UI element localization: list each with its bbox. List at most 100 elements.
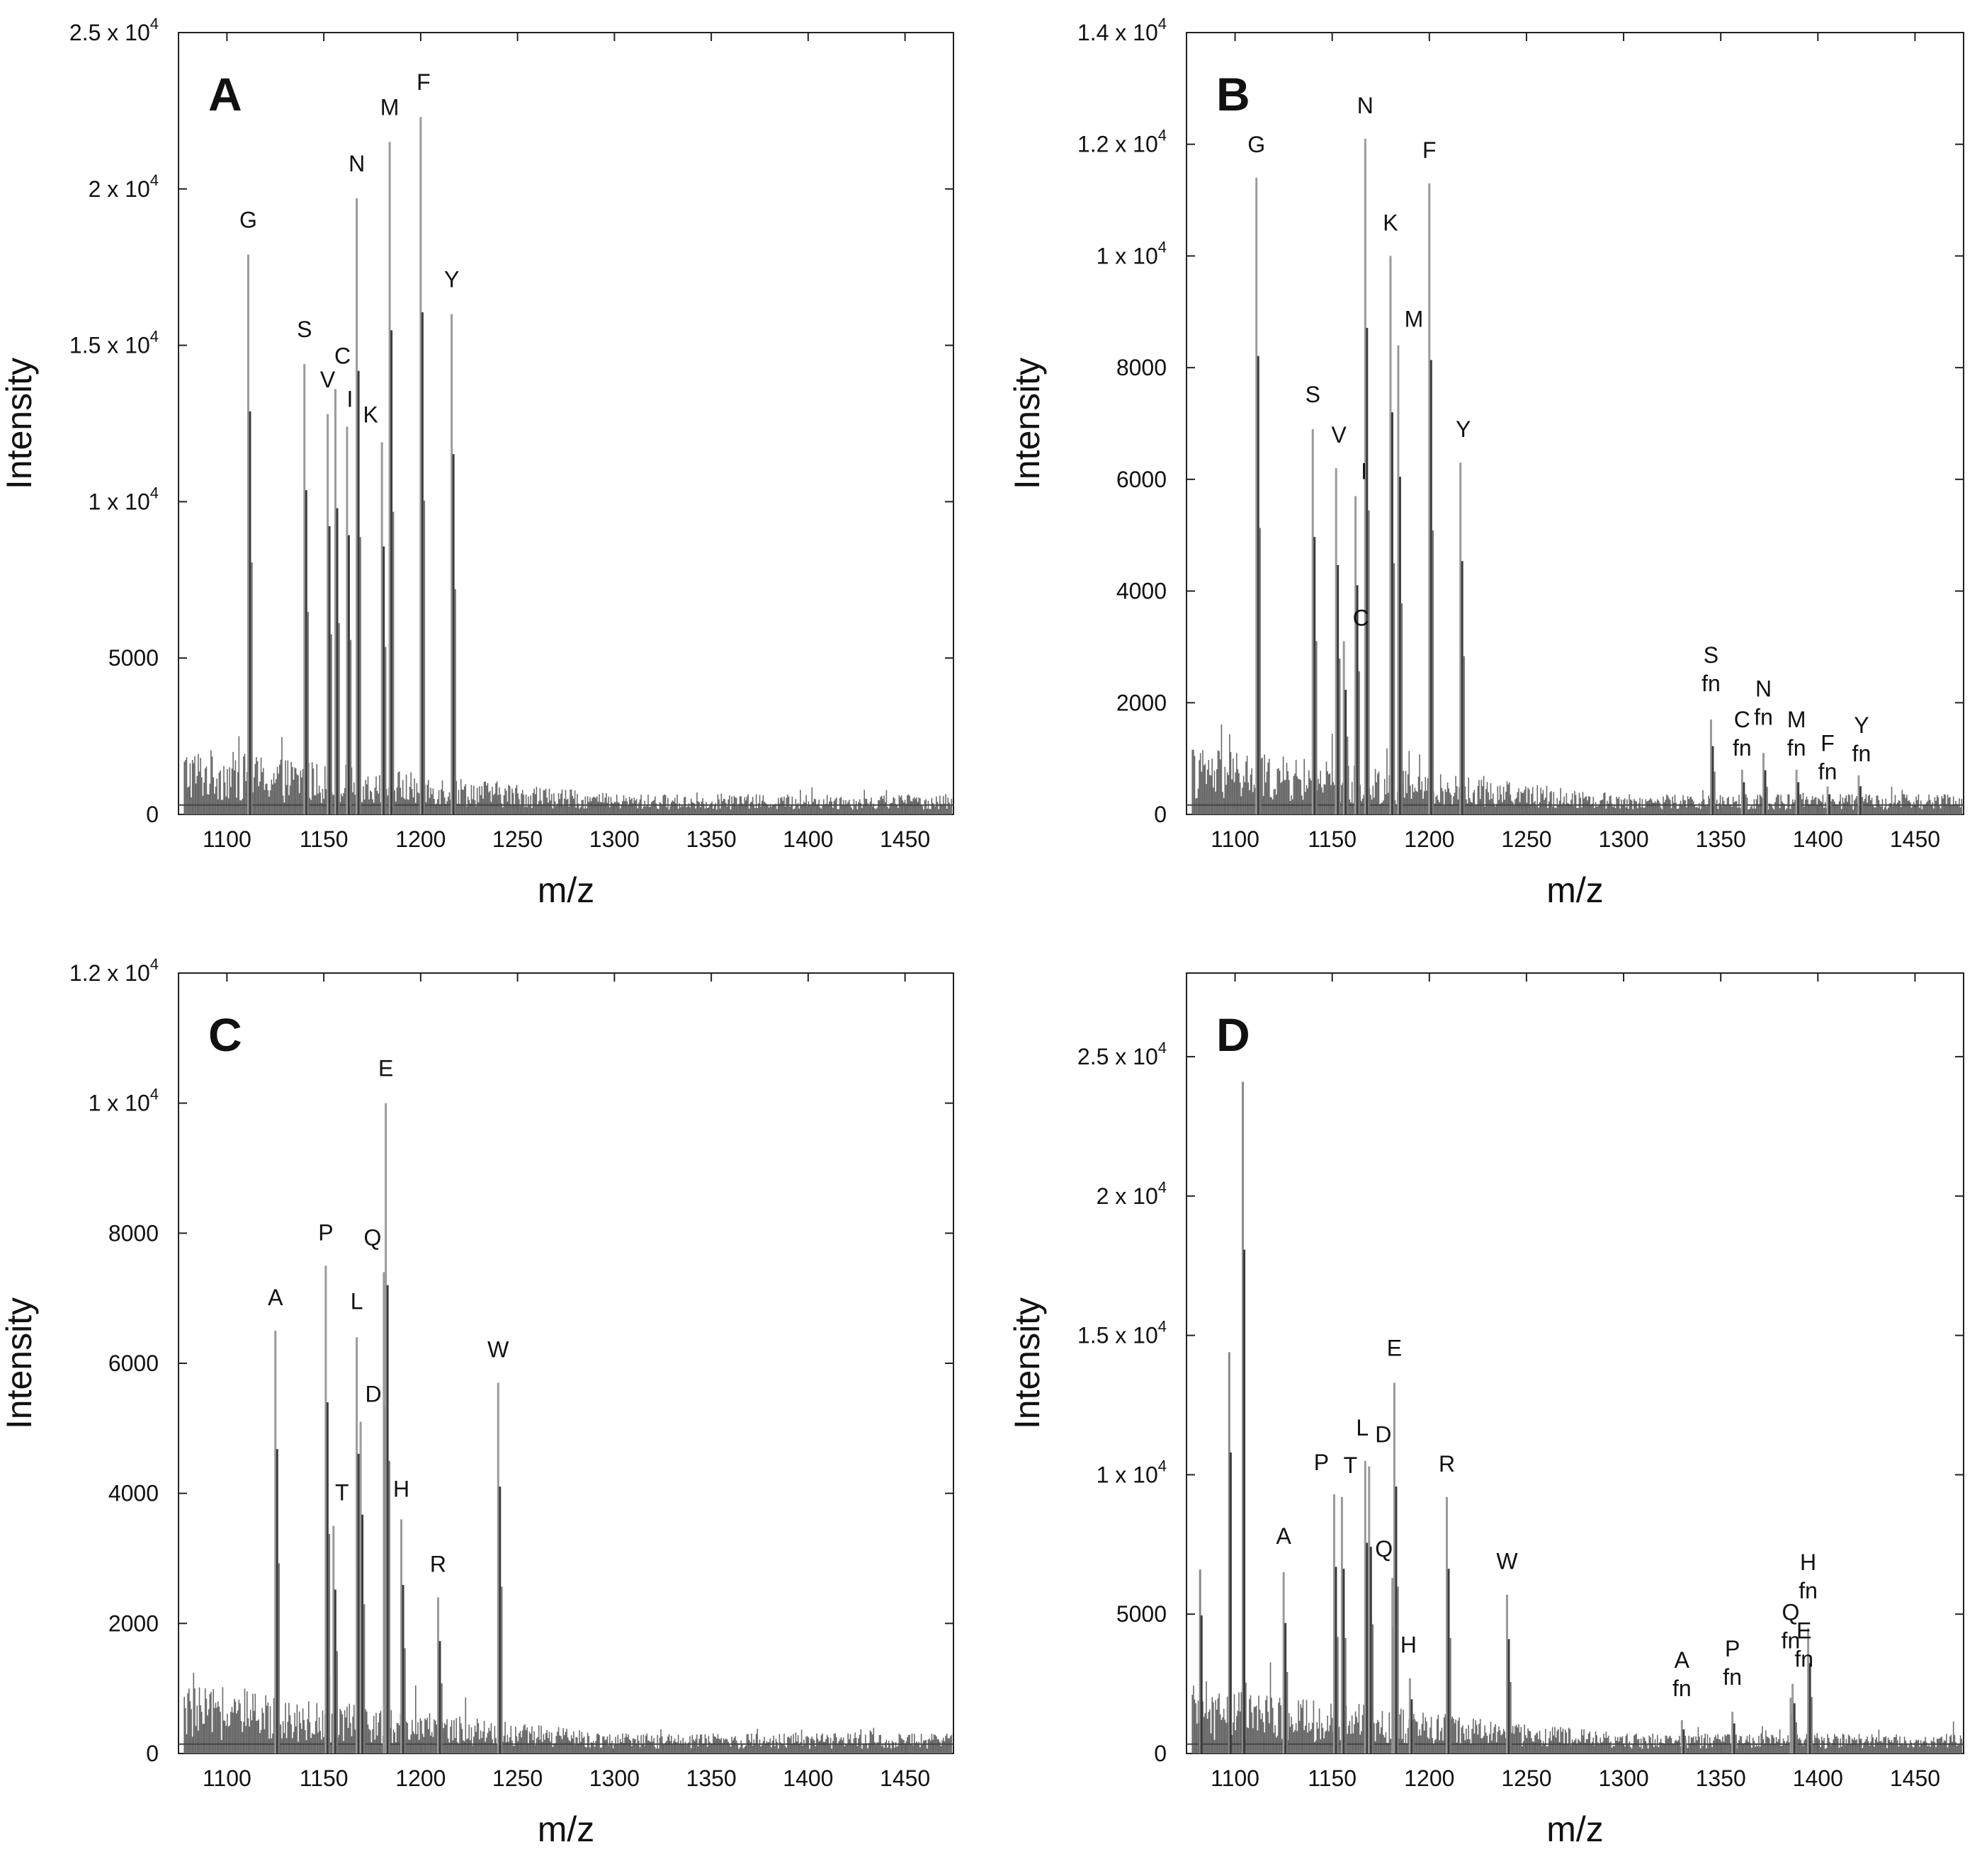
peak-label-residue: I: [1361, 459, 1367, 484]
peak-label: T: [1344, 1453, 1358, 1478]
y-tick-mantissa: 1 x 10: [89, 489, 150, 514]
x-tick-label: 1150: [300, 1766, 349, 1791]
spectrum: [1187, 138, 1964, 814]
y-tick-label: 1.2 x 104: [69, 955, 159, 986]
y-tick-exponent: 4: [150, 484, 159, 501]
y-tick-label: 1.5 x 104: [1077, 1318, 1167, 1348]
x-tick-label: 1450: [880, 1766, 930, 1791]
peak-label-residue: Y: [444, 266, 459, 292]
noise-trace: [183, 1672, 953, 1753]
x-tick-label: 1300: [589, 1766, 640, 1791]
peak-label: Y: [444, 266, 459, 292]
peak-label: I: [1361, 459, 1367, 484]
y-tick-exponent: 4: [150, 955, 159, 973]
y-tick-exponent: 4: [1158, 127, 1167, 144]
peak-label: E: [378, 1056, 393, 1081]
x-tick-label: 1200: [395, 826, 446, 852]
peak-label: N: [1357, 93, 1374, 118]
peak-label: K: [1383, 210, 1398, 235]
peak-label-residue: E: [1387, 1336, 1402, 1361]
peak-label-residue: Y: [1854, 712, 1869, 738]
y-tick-label: 0: [146, 802, 159, 827]
peak-label: A: [1276, 1523, 1291, 1549]
spectrum: [1187, 1081, 1964, 1753]
peak-label-residue: C: [1353, 606, 1369, 631]
y-tick-mantissa: 6000: [1116, 467, 1167, 492]
peak-label-sub: fn: [1852, 741, 1871, 766]
peak-label-residue: M: [1405, 307, 1424, 332]
peak-label: R: [1439, 1451, 1455, 1477]
plot-frame: [178, 972, 954, 1754]
x-tick-label: 1450: [1890, 1766, 1940, 1791]
peak-label: Q: [363, 1224, 381, 1250]
peak-label-residue: R: [1439, 1451, 1455, 1477]
y-tick-mantissa: 4000: [1116, 579, 1167, 604]
peak-label-residue: F: [1422, 137, 1437, 163]
y-tick-label: 4000: [108, 1481, 159, 1506]
y-tick-label: 4000: [1116, 579, 1167, 604]
peak-label-residue: P: [1314, 1450, 1329, 1475]
peak-label-sub: fn: [1818, 759, 1837, 785]
y-tick-exponent: 4: [150, 171, 159, 189]
peak-label-residue: C: [334, 343, 351, 368]
panel-letter: D: [1216, 1008, 1250, 1061]
peak-label: D: [1375, 1422, 1391, 1448]
peak-label-residue: D: [1375, 1422, 1391, 1448]
peak-label: H: [1400, 1632, 1417, 1658]
peak-label-sub: fn: [1723, 1664, 1742, 1690]
x-tick-label: 1350: [686, 1766, 737, 1791]
peak-label-residue: M: [380, 95, 400, 120]
peak-label: S: [1306, 382, 1320, 407]
panel-letter: C: [208, 1008, 242, 1061]
y-tick-mantissa: 1.2 x 10: [69, 960, 150, 986]
peak-label: C: [1353, 606, 1369, 631]
peak-label-residue: W: [1496, 1549, 1518, 1574]
y-tick-label: 6000: [1116, 467, 1167, 492]
peak-label-residue: Q: [1375, 1536, 1393, 1562]
x-tick-label: 1300: [589, 826, 640, 852]
peak-label: P: [1314, 1450, 1329, 1475]
peak-label: S: [297, 317, 312, 342]
x-axis-title: m/z: [1546, 870, 1604, 910]
x-tick-label: 1250: [1501, 1766, 1551, 1791]
y-tick-exponent: 4: [150, 1086, 159, 1103]
y-tick-mantissa: 2 x 10: [1097, 1183, 1158, 1209]
y-tick-mantissa: 8000: [108, 1220, 159, 1246]
peak-label: V: [1332, 422, 1347, 448]
x-tick-label: 1450: [880, 826, 930, 852]
x-tick-label: 1100: [1211, 826, 1259, 852]
noise-trace: [1191, 724, 1963, 814]
x-tick-label: 1150: [300, 826, 349, 852]
peak-label-residue: L: [351, 1288, 363, 1314]
peak-label-residue: H: [1800, 1550, 1816, 1575]
peak-label: R: [430, 1552, 446, 1577]
peak-label: H: [393, 1476, 409, 1501]
panel-b: 1100 1150 1200 1250 1300 1350 1400 1450 0 2000 400…: [1007, 15, 1964, 910]
y-tick-exponent: 4: [1158, 15, 1167, 33]
peak-label: K: [363, 402, 378, 427]
peak-label: Q: [1375, 1536, 1393, 1562]
y-tick-label: 6000: [108, 1351, 159, 1376]
y-tick-label: 1 x 104: [1097, 1457, 1167, 1487]
noise-trace: [1191, 1662, 1963, 1753]
y-tick-label: 8000: [108, 1220, 159, 1246]
x-tick-label: 1450: [1890, 826, 1940, 852]
x-tick-label: 1400: [783, 826, 833, 852]
peak-label-residue: Q: [1782, 1599, 1799, 1625]
x-tick-label: 1250: [492, 826, 543, 852]
x-tick-label: 1350: [1696, 826, 1746, 852]
peak-label-residue: E: [378, 1056, 393, 1081]
peak-label-sub: fn: [1701, 671, 1721, 696]
peak-label: D: [366, 1382, 382, 1407]
x-tick-label: 1250: [492, 1766, 543, 1791]
y-tick-mantissa: 2.5 x 10: [1077, 1044, 1158, 1069]
y-axis-title: Intensity: [1007, 358, 1047, 489]
y-tick-mantissa: 1 x 10: [89, 1091, 150, 1116]
